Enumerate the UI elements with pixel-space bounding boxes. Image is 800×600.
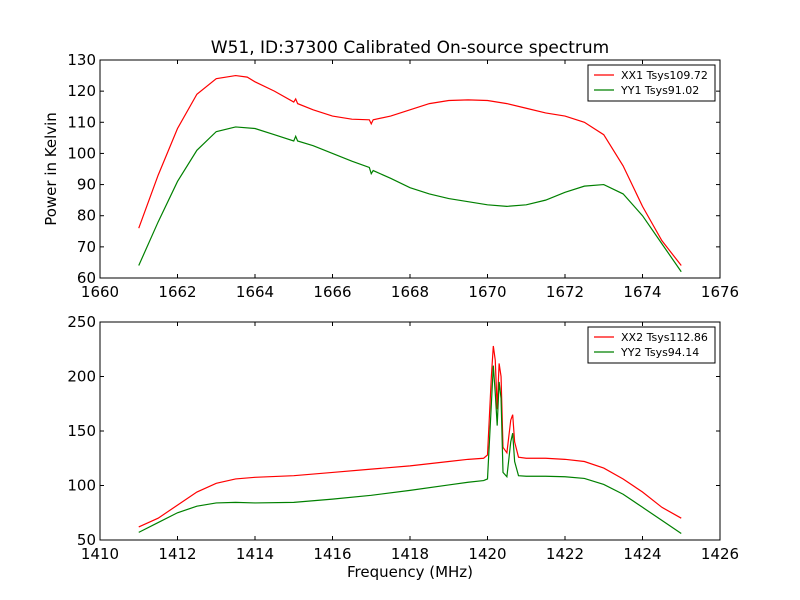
bottom-legend-label: YY2 Tsys94.14: [620, 346, 699, 359]
bottom-y-tick-label: 100: [67, 477, 96, 495]
bottom-x-tick-label: 1424: [623, 545, 661, 563]
top-series-line-0: [138, 74, 682, 266]
figure-title: W51, ID:37300 Calibrated On-source spect…: [211, 38, 609, 58]
top-y-tick-label: 80: [77, 207, 96, 225]
bottom-spectrum-chart: 1410 1412 1414 1416 1418 1420 1422 1424 1426 50 10…: [67, 313, 739, 581]
bottom-y-tick-label: 50: [77, 531, 96, 549]
top-x-tick-label: 1674: [623, 283, 661, 301]
bottom-x-tick-label: 1426: [701, 545, 739, 563]
top-legend-frame: [587, 64, 716, 102]
top-legend-label: XX1 Tsys109.72: [621, 69, 708, 82]
bottom-legend-label: XX2 Tsys112.86: [621, 331, 708, 344]
bottom-x-tick-label: 1412: [158, 545, 196, 563]
top-legend: XX1 Tsys109.72 YY1 Tsys91.02: [587, 64, 716, 102]
top-series-line-1: [138, 126, 682, 273]
bottom-legend: XX2 Tsys112.86 YY2 Tsys94.14: [587, 326, 716, 364]
bottom-x-tick-label: 1416: [313, 545, 351, 563]
top-y-axis-title: Power in Kelvin: [42, 112, 60, 226]
top-spectrum-chart: 1660 1662 1664 1666 1668 1670 1672 1674 1676 60 70…: [42, 51, 739, 301]
top-y-tick-label: 100: [67, 144, 96, 162]
top-y-tick-label: 70: [77, 238, 96, 256]
bottom-y-tick-label: 150: [67, 422, 96, 440]
bottom-series-line-0: [138, 345, 682, 528]
top-x-tick-label: 1676: [701, 283, 739, 301]
top-y-tick-label: 120: [67, 82, 96, 100]
bottom-y-tick-label: 200: [67, 368, 96, 386]
bottom-x-tick-label: 1418: [391, 545, 429, 563]
top-x-tick-label: 1662: [158, 283, 196, 301]
top-y-tick-label: 90: [77, 176, 96, 194]
top-y-tick-label: 110: [67, 113, 96, 131]
bottom-y-tick-label: 250: [67, 313, 96, 331]
bottom-legend-frame: [587, 326, 716, 364]
bottom-x-tick-label: 1410: [81, 545, 119, 563]
top-x-tick-label: 1664: [236, 283, 274, 301]
top-x-tick-label: 1660: [81, 283, 119, 301]
top-legend-label: YY1 Tsys91.02: [620, 84, 699, 97]
bottom-x-tick-label: 1420: [468, 545, 506, 563]
top-y-tick-label: 60: [77, 269, 96, 287]
top-y-tick-label: 130: [67, 51, 96, 69]
top-x-tick-label: 1672: [546, 283, 584, 301]
bottom-x-tick-label: 1422: [546, 545, 584, 563]
bottom-x-axis-title: Frequency (MHz): [347, 563, 473, 581]
top-x-tick-label: 1666: [313, 283, 351, 301]
bottom-x-tick-label: 1414: [236, 545, 274, 563]
bottom-series-line-1: [138, 365, 682, 534]
top-x-tick-label: 1670: [468, 283, 506, 301]
top-x-tick-label: 1668: [391, 283, 429, 301]
